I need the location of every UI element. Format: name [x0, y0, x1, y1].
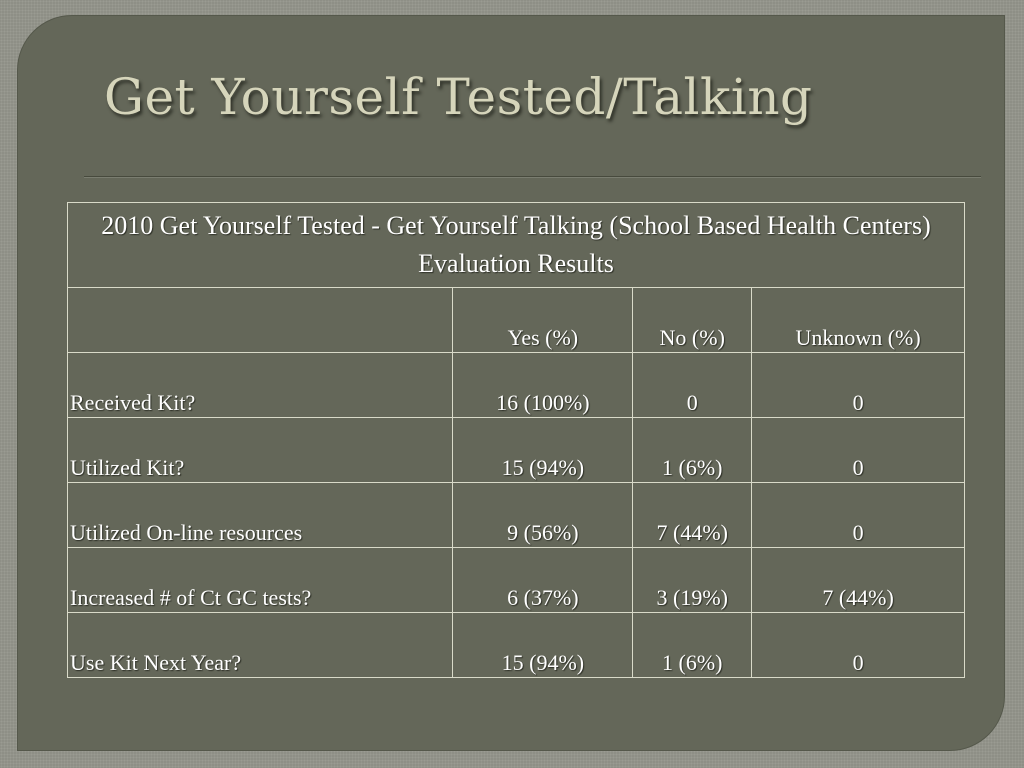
yes-cell: 15 (94%) [452, 417, 634, 483]
header-cell-no: No (%) [632, 287, 753, 353]
yes-cell: 6 (37%) [452, 547, 634, 613]
evaluation-results-table: 2010 Get Yourself Tested - Get Yourself … [66, 202, 965, 678]
unknown-cell: 7 (44%) [751, 547, 965, 613]
table-caption: 2010 Get Yourself Tested - Get Yourself … [67, 202, 965, 288]
no-cell: 3 (19%) [632, 547, 753, 613]
table-row: Increased # of Ct GC tests? 6 (37%) 3 (1… [66, 547, 965, 613]
table-row: Received Kit? 16 (100%) 0 0 [66, 352, 965, 418]
row-label: Use Kit Next Year? [66, 612, 454, 678]
table-header-row: Yes (%) No (%) Unknown (%) [66, 287, 965, 353]
unknown-cell: 0 [751, 417, 965, 483]
unknown-cell: 0 [751, 612, 965, 678]
table-caption-row: 2010 Get Yourself Tested - Get Yourself … [67, 202, 965, 288]
unknown-cell: 0 [751, 352, 965, 418]
row-label: Received Kit? [66, 352, 454, 418]
no-cell: 1 (6%) [632, 417, 753, 483]
yes-cell: 16 (100%) [452, 352, 634, 418]
no-cell: 7 (44%) [632, 482, 753, 548]
table-row: Utilized On-line resources 9 (56%) 7 (44… [66, 482, 965, 548]
table-row: Use Kit Next Year? 15 (94%) 1 (6%) 0 [66, 612, 965, 678]
no-cell: 1 (6%) [632, 612, 753, 678]
slide-title: Get Yourself Tested/Talking [104, 68, 813, 126]
row-label: Utilized On-line resources [66, 482, 454, 548]
table-row: Utilized Kit? 15 (94%) 1 (6%) 0 [66, 417, 965, 483]
row-label: Increased # of Ct GC tests? [66, 547, 454, 613]
header-cell-blank [66, 287, 454, 353]
unknown-cell: 0 [751, 482, 965, 548]
no-cell: 0 [632, 352, 753, 418]
header-cell-yes: Yes (%) [452, 287, 634, 353]
title-divider [84, 176, 981, 178]
header-cell-unknown: Unknown (%) [751, 287, 965, 353]
row-label: Utilized Kit? [66, 417, 454, 483]
yes-cell: 9 (56%) [452, 482, 634, 548]
yes-cell: 15 (94%) [452, 612, 634, 678]
